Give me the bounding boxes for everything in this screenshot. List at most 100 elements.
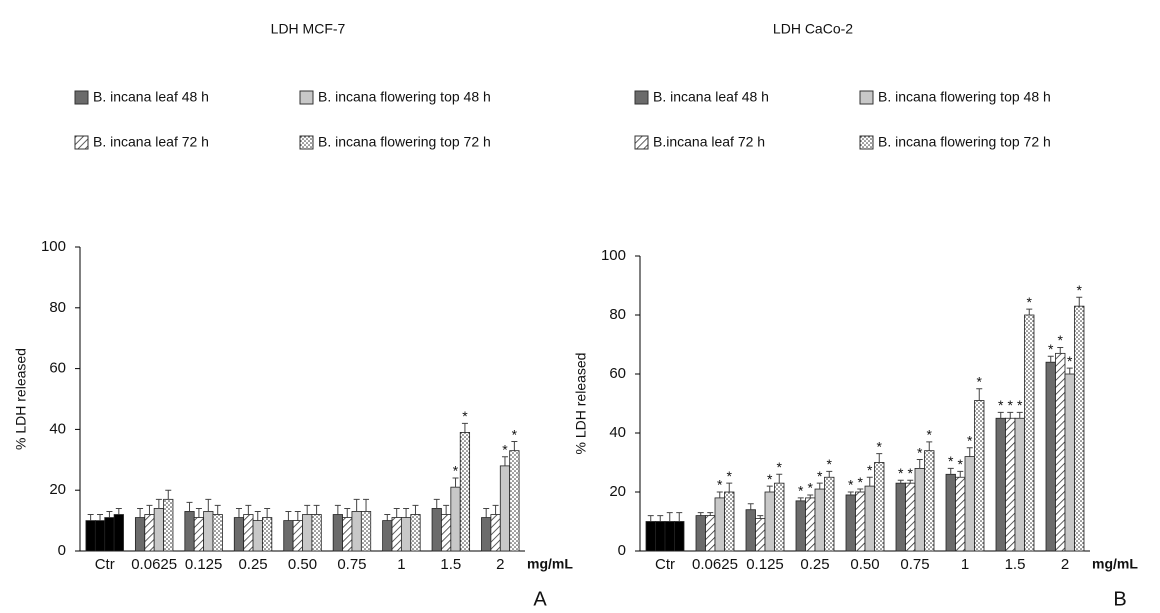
- error-bar: [897, 479, 904, 484]
- error-bar: [443, 504, 450, 515]
- error-bar: [916, 459, 923, 469]
- bar: [1074, 305, 1085, 552]
- error-bar: [826, 470, 833, 478]
- x-tick-label: 0.0625: [131, 556, 177, 573]
- y-axis-label: % LDH released: [573, 353, 589, 455]
- error-bar: [747, 503, 754, 510]
- bar: [382, 520, 393, 552]
- error-bar: [776, 473, 783, 484]
- significance-mark: *: [1048, 341, 1054, 357]
- bar: [292, 520, 303, 552]
- bar: [674, 521, 685, 552]
- error-bar: [214, 504, 221, 515]
- significance-mark: *: [717, 477, 723, 493]
- error-bar: [1076, 296, 1083, 307]
- legend-label: B. incana flowering top 48 h: [878, 89, 1051, 105]
- error-bar: [1016, 411, 1023, 419]
- x-tick-label: 0.125: [746, 556, 784, 573]
- error-bar: [1007, 411, 1014, 419]
- significance-mark: *: [917, 444, 923, 460]
- x-tick-label: 0.25: [800, 556, 829, 573]
- bar: [705, 515, 716, 552]
- error-bar: [304, 504, 311, 515]
- significance-mark: *: [817, 468, 823, 484]
- bar: [252, 520, 263, 552]
- x-tick-label: 0.25: [238, 556, 267, 573]
- significance-mark: *: [798, 483, 804, 499]
- bar: [400, 517, 412, 552]
- error-bar: [334, 504, 341, 515]
- chart-title: LDH CaCo-2: [773, 21, 853, 37]
- legend-swatch: [634, 90, 649, 105]
- bar: [864, 485, 875, 552]
- legend-swatch: [299, 135, 314, 150]
- error-bar: [353, 498, 360, 512]
- error-bar: [137, 507, 144, 518]
- bar: [144, 514, 155, 552]
- bar: [795, 500, 806, 552]
- y-tick-label: 100: [41, 238, 66, 255]
- y-tick-label: 40: [49, 420, 66, 437]
- significance-mark: *: [967, 432, 973, 448]
- error-bar: [511, 441, 518, 451]
- bar: [134, 517, 146, 552]
- bar: [113, 514, 124, 552]
- legend-label: B.incana leaf 72 h: [653, 134, 765, 150]
- bar: [203, 511, 214, 552]
- error-bar: [716, 491, 723, 498]
- x-tick-label: 2: [496, 556, 504, 573]
- error-bar: [483, 507, 490, 518]
- error-bar: [452, 477, 459, 488]
- y-tick-label: 60: [609, 365, 626, 382]
- bar: [481, 517, 492, 552]
- legend-label: B. incana flowering top 72 h: [318, 134, 491, 150]
- error-bar: [363, 498, 370, 512]
- significance-mark: *: [1077, 282, 1083, 298]
- y-tick-label: 20: [49, 481, 66, 498]
- error-bar: [186, 501, 193, 512]
- significance-mark: *: [808, 480, 814, 496]
- y-axis-label: % LDH released: [13, 348, 29, 450]
- bar: [655, 521, 666, 552]
- bar: [85, 520, 96, 552]
- error-bar: [1066, 367, 1073, 374]
- bar: [262, 517, 273, 552]
- bar: [342, 517, 353, 552]
- error-bar: [146, 504, 153, 515]
- y-tick-label: 80: [49, 299, 66, 316]
- bar: [391, 517, 402, 552]
- error-bar: [115, 507, 122, 515]
- bar: [924, 450, 935, 552]
- error-bar: [501, 456, 508, 466]
- bar: [360, 511, 372, 552]
- y-tick-label: 80: [609, 306, 626, 323]
- x-tick-label: 0.0625: [692, 556, 738, 573]
- significance-mark: *: [908, 465, 914, 481]
- error-bar: [876, 453, 883, 463]
- legend-label: B. incana leaf 48 h: [93, 89, 209, 105]
- error-bar: [926, 441, 933, 451]
- error-bar: [907, 479, 914, 484]
- error-bar: [957, 470, 964, 478]
- bar: [714, 497, 725, 552]
- bar: [94, 520, 106, 552]
- significance-mark: *: [1058, 332, 1064, 348]
- legend-swatch: [859, 135, 874, 150]
- error-bar: [155, 498, 162, 509]
- significance-mark: *: [1027, 294, 1033, 310]
- bar: [945, 473, 956, 552]
- error-bar: [245, 504, 252, 515]
- error-bar: [254, 510, 261, 521]
- bar: [755, 518, 766, 552]
- error-bar: [1026, 308, 1033, 315]
- x-tick-label: Ctr: [655, 556, 675, 573]
- bar: [450, 486, 461, 552]
- y-tick-label: 0: [58, 542, 66, 559]
- bar: [664, 521, 675, 552]
- y-tick-label: 0: [618, 542, 626, 559]
- error-bar: [797, 497, 804, 501]
- x-tick-label: 0.50: [850, 556, 879, 573]
- significance-mark: *: [958, 456, 964, 472]
- error-bar: [666, 512, 673, 522]
- y-tick-label: 40: [609, 424, 626, 441]
